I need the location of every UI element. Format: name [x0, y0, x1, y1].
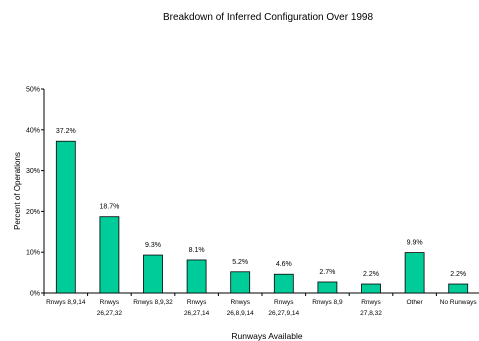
bar — [230, 271, 251, 294]
data-label: 4.6% — [276, 261, 292, 268]
x-tick-label: Rnwys — [230, 299, 250, 306]
y-tick-label: 30% — [26, 168, 40, 175]
x-tick-label: Rnwys 8,9,32 — [133, 299, 173, 306]
x-tick-label: Other — [406, 299, 423, 306]
bar — [99, 216, 120, 294]
bar — [143, 254, 163, 294]
x-tick-label: Rnwys 8,9 — [312, 299, 343, 306]
bar — [317, 281, 338, 294]
x-tick-label: Rnwys — [187, 299, 207, 306]
data-label: 9.3% — [145, 242, 161, 249]
x-axis-label: Runways Available — [231, 331, 302, 341]
x-tick-label: Rnwys — [274, 299, 294, 306]
y-tick-label: 20% — [26, 209, 40, 216]
data-label: 8.1% — [189, 247, 205, 254]
y-tick-label: 10% — [26, 250, 40, 257]
x-tick-label: 26,27,14 — [184, 310, 210, 317]
bar — [448, 283, 469, 294]
x-tick-label: Rnwys 8,9,14 — [46, 299, 86, 306]
bar — [361, 283, 381, 294]
x-tick-label: 27,8,32 — [360, 310, 382, 317]
x-tick-label: Rnwys — [100, 299, 120, 306]
x-tick-label: 26,27,32 — [97, 310, 123, 317]
x-tick-label: 26,8,9,14 — [227, 310, 254, 317]
y-tick-label: 40% — [26, 127, 40, 134]
bar — [273, 273, 294, 294]
data-label: 37.2% — [56, 128, 76, 135]
y-axis-label: Percent of Operations — [13, 152, 22, 230]
data-label: 18.7% — [99, 204, 119, 211]
data-label: 9.9% — [407, 240, 423, 247]
bar — [404, 252, 425, 294]
x-tick-label: Rnwys — [361, 299, 381, 306]
x-tick-label: 26,27,9,14 — [268, 310, 299, 317]
data-label: 2.2% — [363, 271, 379, 278]
data-label: 5.2% — [232, 259, 248, 266]
chart-title: Breakdown of Inferred Configuration Over… — [163, 12, 374, 23]
x-tick-label: No Runways — [440, 299, 478, 306]
y-tick-label: 0% — [30, 291, 40, 298]
bar — [186, 259, 207, 294]
bar — [55, 140, 76, 294]
data-label: 2.7% — [319, 269, 335, 276]
data-label: 2.2% — [450, 271, 466, 278]
y-tick-label: 50% — [26, 87, 40, 94]
